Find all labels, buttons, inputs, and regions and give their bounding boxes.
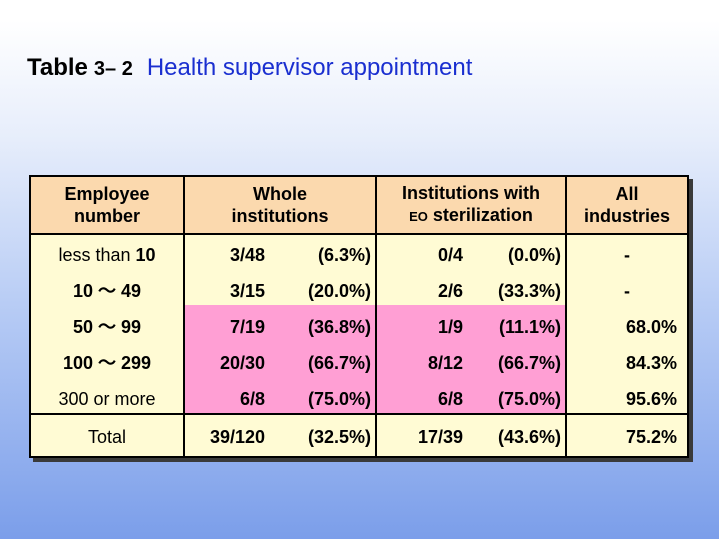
row-label: 100 ～ 299 bbox=[31, 345, 183, 381]
total-eo-pct: (43.6%) bbox=[497, 427, 561, 447]
whole-count: 7/19 bbox=[229, 317, 265, 337]
title-table-word: Table bbox=[27, 54, 88, 81]
row-label-bold: 10 ～ 49 bbox=[72, 281, 142, 301]
col-divider-3 bbox=[565, 177, 567, 456]
row-label-bold: 100 ～ 299 bbox=[62, 353, 152, 373]
header-eo-line2-text: sterilization bbox=[427, 205, 533, 225]
header-all-industries: All industries bbox=[567, 177, 687, 233]
all-industries-value: 84.3% bbox=[625, 353, 677, 373]
header-whole-line1: Whole bbox=[253, 184, 307, 204]
row-label-text: less than bbox=[58, 245, 136, 265]
eo-count: 2/6 bbox=[437, 281, 463, 301]
eo-pct: (66.7%) bbox=[497, 353, 561, 373]
slide-title: Table 3– 2 Health supervisor appointment bbox=[27, 54, 472, 88]
row-label-bold: 10 bbox=[135, 245, 156, 265]
title-table-number: 3– 2 bbox=[93, 58, 133, 80]
whole-pct: (75.0%) bbox=[307, 389, 371, 409]
total-row: Total 39/120 (32.5%) 17/39 (43.6%) 75.2% bbox=[31, 419, 687, 455]
header-all-line2: industries bbox=[583, 206, 671, 226]
col-divider-2 bbox=[375, 177, 377, 456]
total-eo-count: 17/39 bbox=[417, 427, 463, 447]
table-row: less than 10 3/48 (6.3%) 0/4 (0.0%) - bbox=[31, 237, 687, 273]
row-label: 300 or more bbox=[31, 381, 183, 417]
table-row: 10 ～ 49 3/15 (20.0%) 2/6 (33.3%) - bbox=[31, 273, 687, 309]
eo-pct: (75.0%) bbox=[497, 389, 561, 409]
row-label-bold: 50 ～ 99 bbox=[72, 317, 142, 337]
eo-count: 1/9 bbox=[437, 317, 463, 337]
header-employee-line1: Employee bbox=[64, 184, 150, 204]
header-divider bbox=[31, 233, 687, 235]
header-all-line1: All bbox=[615, 184, 639, 204]
eo-count: 8/12 bbox=[427, 353, 463, 373]
total-whole-count: 39/120 bbox=[209, 427, 265, 447]
header-eo-institutions: Institutions with EO sterilization bbox=[377, 177, 565, 233]
row-label-bold: 300 or more bbox=[58, 389, 156, 409]
eo-pct: (11.1%) bbox=[498, 317, 561, 337]
eo-pct: (0.0%) bbox=[507, 245, 561, 265]
eo-abbreviation: EO bbox=[409, 209, 428, 224]
all-industries-value: 68.0% bbox=[625, 317, 677, 337]
title-text: Health supervisor appointment bbox=[146, 54, 473, 81]
whole-pct: (6.3%) bbox=[317, 245, 371, 265]
whole-count: 3/48 bbox=[229, 245, 265, 265]
total-label: Total bbox=[87, 427, 127, 447]
total-whole-pct: (32.5%) bbox=[307, 427, 371, 447]
header-whole-line2: institutions bbox=[231, 206, 329, 226]
whole-pct: (20.0%) bbox=[307, 281, 371, 301]
total-all-industries: 75.2% bbox=[625, 427, 677, 447]
table-row: 50 ～ 99 7/19 (36.8%) 1/9 (11.1%) 68.0% bbox=[31, 309, 687, 345]
table-row: 100 ～ 299 20/30 (66.7%) 8/12 (66.7%) 84.… bbox=[31, 345, 687, 381]
total-divider bbox=[31, 413, 687, 415]
header-whole-institutions: Whole institutions bbox=[185, 177, 375, 233]
data-table: Employee number Whole institutions Insti… bbox=[29, 175, 689, 458]
eo-count: 6/8 bbox=[437, 389, 463, 409]
row-label: 50 ～ 99 bbox=[31, 309, 183, 345]
row-label: 10 ～ 49 bbox=[31, 273, 183, 309]
whole-pct: (36.8%) bbox=[307, 317, 371, 337]
all-industries-value: 95.6% bbox=[625, 389, 677, 409]
whole-pct: (66.7%) bbox=[307, 353, 371, 373]
eo-pct: (33.3%) bbox=[497, 281, 561, 301]
whole-count: 6/8 bbox=[239, 389, 265, 409]
eo-count: 0/4 bbox=[437, 245, 463, 265]
header-employee-number: Employee number bbox=[31, 177, 183, 233]
whole-count: 3/15 bbox=[229, 281, 265, 301]
header-employee-line2: number bbox=[73, 206, 140, 226]
col-divider-1 bbox=[183, 177, 185, 456]
row-label: less than 10 bbox=[31, 237, 183, 273]
whole-count: 20/30 bbox=[219, 353, 265, 373]
header-eo-line2: EO sterilization bbox=[409, 204, 533, 228]
header-eo-line1: Institutions with bbox=[402, 183, 540, 203]
all-industries-value: - bbox=[624, 245, 630, 265]
all-industries-value: - bbox=[624, 281, 630, 301]
table-row: 300 or more 6/8 (75.0%) 6/8 (75.0%) 95.6… bbox=[31, 381, 687, 417]
